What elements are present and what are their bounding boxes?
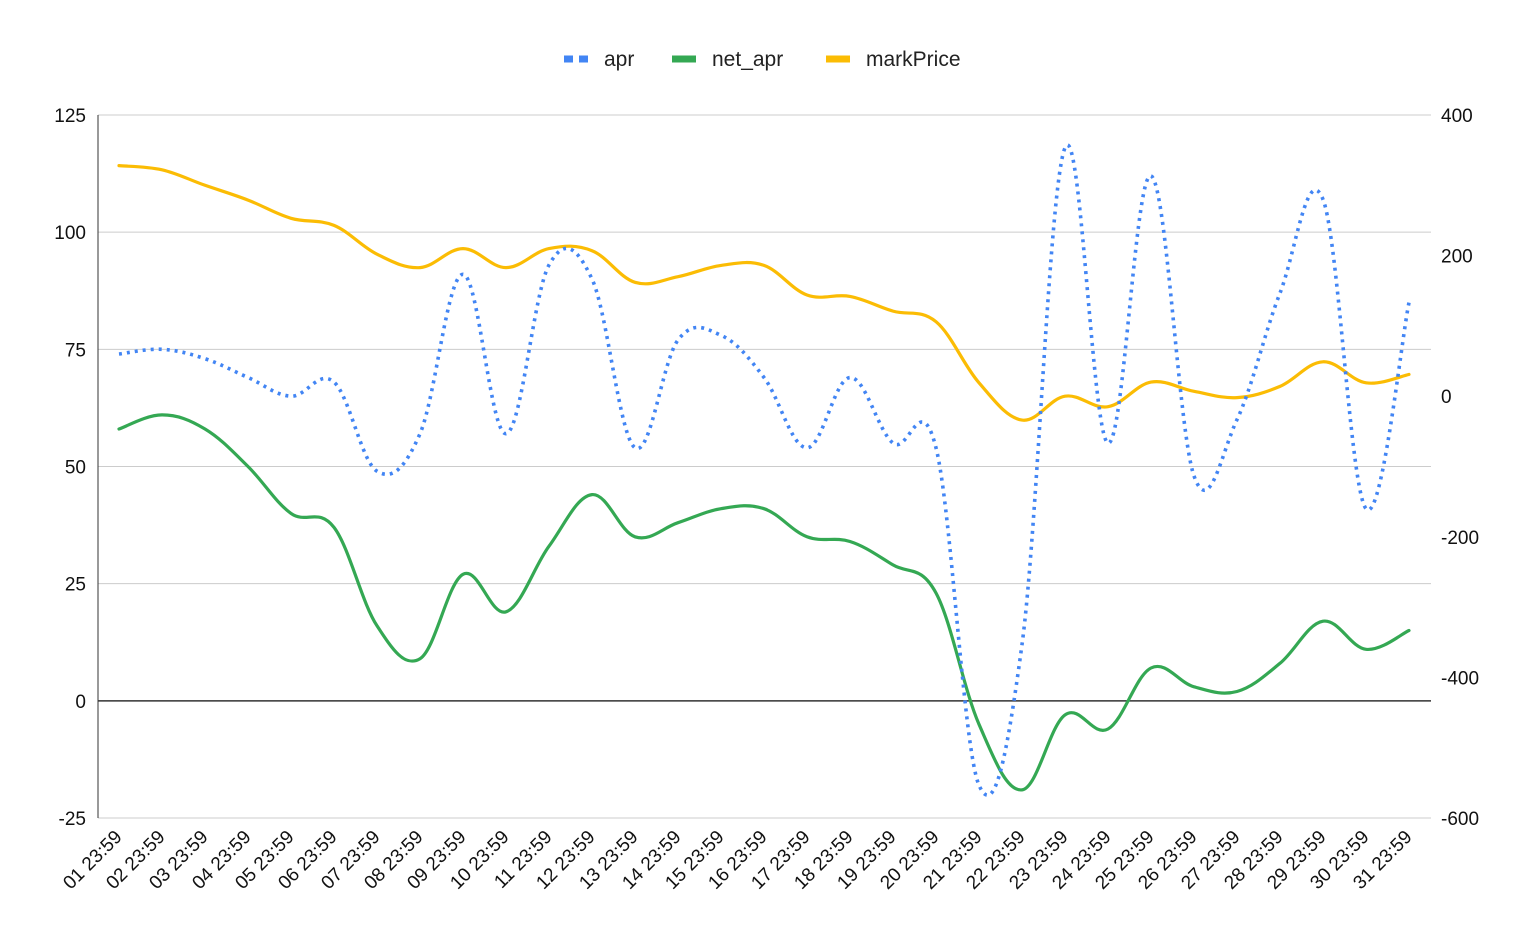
left-tick-label: -25 bbox=[59, 809, 86, 830]
legend-swatch bbox=[672, 55, 696, 63]
right-tick-label: 400 bbox=[1441, 106, 1473, 127]
left-tick-label: 125 bbox=[54, 106, 86, 127]
right-tick-label: 200 bbox=[1441, 247, 1473, 268]
series-lines bbox=[117, 143, 1411, 797]
legend-label: markPrice bbox=[866, 48, 961, 71]
legend-label: net_apr bbox=[712, 48, 783, 71]
series-line-apr bbox=[118, 143, 1411, 797]
legend-swatch bbox=[579, 55, 588, 63]
right-tick-label: -400 bbox=[1441, 668, 1479, 689]
left-tick-label: 0 bbox=[75, 692, 86, 713]
left-tick-label: 25 bbox=[65, 575, 86, 596]
right-tick-label: -600 bbox=[1441, 809, 1479, 830]
right-tick-label: -200 bbox=[1441, 528, 1479, 549]
left-tick-label: 50 bbox=[65, 458, 86, 479]
legend-swatch bbox=[564, 55, 573, 63]
right-y-axis: -600 -400 -200 0 200 400 bbox=[1441, 106, 1479, 830]
gridlines bbox=[97, 114, 1431, 819]
legend: apr net_apr markPrice bbox=[564, 48, 961, 71]
left-tick-label: 100 bbox=[54, 223, 86, 244]
legend-swatch bbox=[826, 55, 850, 63]
left-tick-label: 75 bbox=[65, 340, 86, 361]
series-line-net-apr bbox=[117, 413, 1411, 792]
series-line-markprice bbox=[117, 164, 1411, 422]
left-y-axis: -25 0 25 50 75 100 125 bbox=[54, 106, 86, 830]
legend-label: apr bbox=[604, 48, 634, 71]
right-tick-label: 0 bbox=[1441, 387, 1452, 408]
